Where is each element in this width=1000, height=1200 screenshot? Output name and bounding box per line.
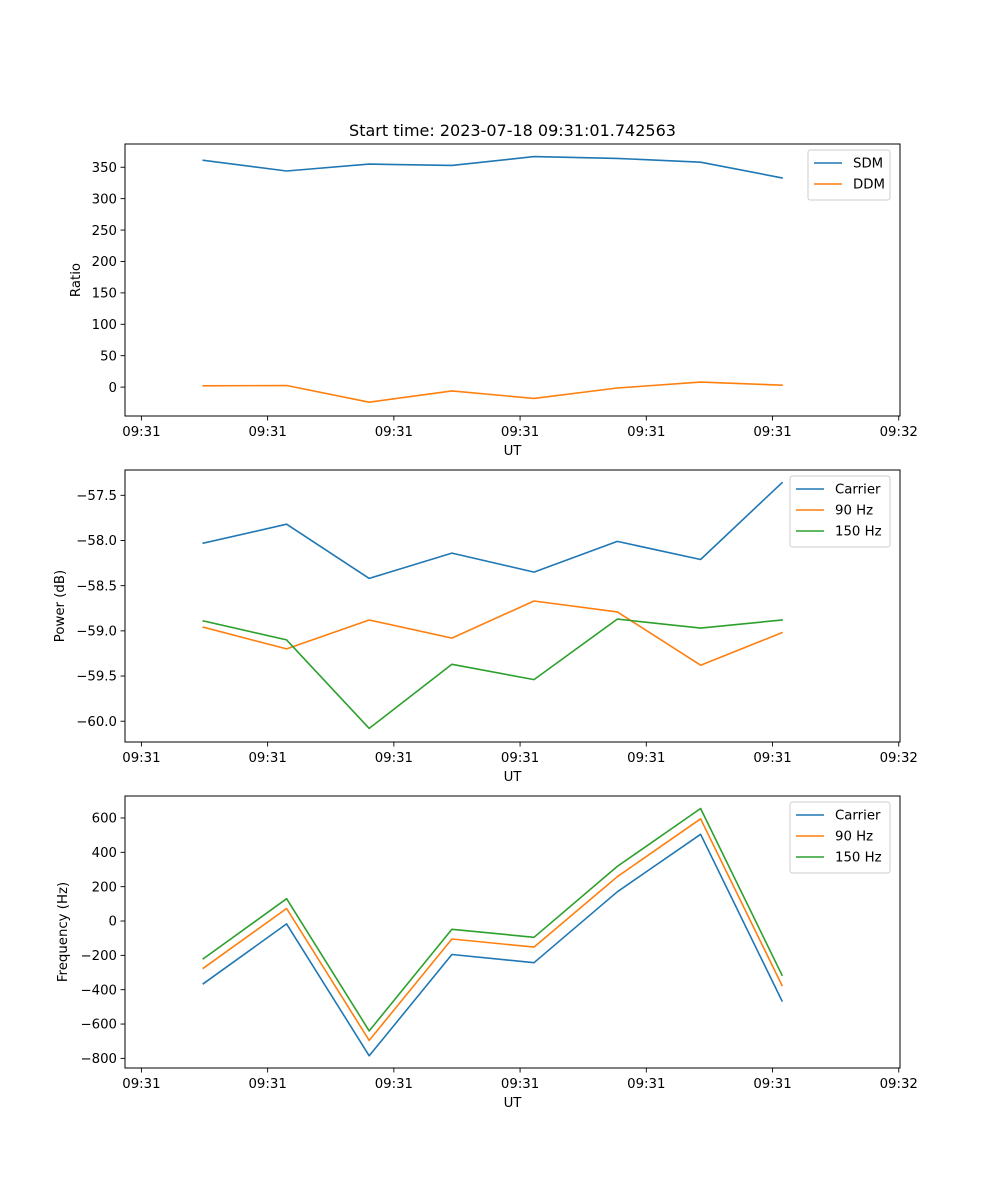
x-tick-label: 09:31: [627, 425, 665, 440]
axes-frame: [124, 143, 901, 417]
panel-1: 09:31 09:31 09:31 09:31 09:31 09:31 09:32 0 50 10…: [69, 143, 918, 459]
legend-entry: DDM: [853, 178, 885, 193]
x-tick-label: 09:31: [122, 751, 160, 766]
y-tick-label: −800: [80, 1052, 117, 1067]
x-axis-label: UT: [504, 770, 523, 785]
axes-frame: [124, 469, 901, 743]
legend: Carrier 90 Hz 150 Hz: [789, 475, 891, 548]
y-axis-label: Frequency (Hz): [56, 882, 71, 982]
x-tick-label: 09:31: [627, 1077, 665, 1092]
x-tick-label: 09:31: [375, 751, 413, 766]
y-tick-label: 50: [100, 349, 117, 364]
y-tick-label: −600: [80, 1018, 117, 1033]
legend-entry: 150 Hz: [835, 525, 882, 540]
y-tick-label: −59.5: [76, 670, 117, 685]
y-tick-label: −57.5: [76, 489, 117, 504]
x-tick-label: 09:31: [753, 1077, 791, 1092]
y-tick-label: 150: [92, 287, 117, 302]
figure-title: Start time: 2023-07-18 09:31:01.742563: [349, 121, 676, 140]
x-tick-label: 09:31: [501, 1077, 539, 1092]
series-line-90-hz: [202, 817, 784, 1042]
x-tick-label: 09:32: [880, 425, 918, 440]
legend-box: [789, 801, 891, 874]
legend: Carrier 90 Hz 150 Hz: [789, 801, 891, 874]
x-tick-label: 09:32: [880, 1077, 918, 1092]
x-tick-label: 09:31: [248, 1077, 286, 1092]
y-tick-label: 0: [109, 915, 117, 930]
y-tick-label: 100: [92, 318, 117, 333]
y-tick-label: 400: [92, 846, 117, 861]
x-axis-label: UT: [504, 444, 523, 459]
y-tick-label: −58.5: [76, 579, 117, 594]
series-line-carrier: [202, 833, 784, 1057]
x-tick-label: 09:31: [122, 1077, 160, 1092]
series-line-carrier: [202, 481, 784, 580]
legend-entry: Carrier: [835, 483, 881, 498]
legend-entry: 90 Hz: [835, 504, 873, 519]
legend-entry: 90 Hz: [835, 830, 873, 845]
legend-box: [789, 475, 891, 548]
legend: SDM DDM: [807, 149, 891, 201]
x-tick-label: 09:31: [248, 751, 286, 766]
y-tick-label: 0: [109, 381, 117, 396]
x-tick-label: 09:31: [753, 425, 791, 440]
y-tick-label: 200: [92, 255, 117, 270]
x-tick-label: 09:31: [627, 751, 665, 766]
y-tick-label: −59.0: [76, 625, 117, 640]
series-line-sdm: [202, 155, 783, 179]
legend-entry: 150 Hz: [835, 851, 882, 866]
legend-entry: SDM: [853, 157, 883, 172]
y-tick-label: 250: [92, 224, 117, 239]
y-tick-label: 600: [92, 812, 117, 827]
series-line-150-hz: [202, 618, 783, 730]
legend-entry: Carrier: [835, 809, 881, 824]
x-tick-label: 09:31: [753, 751, 791, 766]
y-axis-label: Power (dB): [53, 570, 68, 642]
x-tick-label: 09:31: [501, 425, 539, 440]
y-tick-label: −60.0: [76, 715, 117, 730]
x-tick-label: 09:31: [375, 1077, 413, 1092]
x-tick-label: 09:31: [248, 425, 286, 440]
x-tick-label: 09:32: [880, 751, 918, 766]
series-line-ddm: [202, 381, 783, 404]
series-line-90-hz: [202, 600, 784, 667]
series-line-150-hz: [202, 807, 784, 1032]
y-tick-label: −58.0: [76, 534, 117, 549]
y-tick-label: −400: [80, 983, 117, 998]
y-tick-label: 300: [92, 192, 117, 207]
y-tick-label: 350: [92, 161, 117, 176]
panel-2: 09:31 09:31 09:31 09:31 09:31 09:31 09:32 −60.0…: [53, 469, 918, 785]
x-tick-label: 09:31: [122, 425, 160, 440]
y-axis-label: Ratio: [69, 263, 84, 297]
x-axis-label: UT: [504, 1096, 523, 1111]
y-tick-label: 200: [92, 880, 117, 895]
panel-3: 09:31 09:31 09:31 09:31 09:31 09:31 09:32 −800 −…: [56, 795, 918, 1111]
y-tick-label: −200: [80, 949, 117, 964]
x-tick-label: 09:31: [375, 425, 413, 440]
x-tick-label: 09:31: [501, 751, 539, 766]
axes-frame: [124, 795, 901, 1069]
